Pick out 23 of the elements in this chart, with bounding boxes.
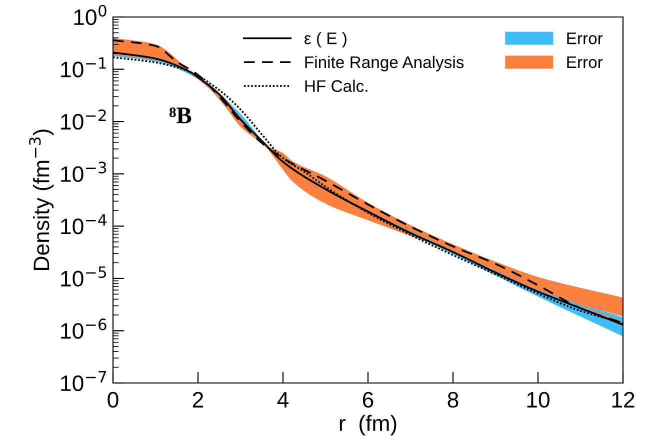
y-tick-label: 10$^{−7}$ [61, 371, 106, 392]
legend-label: ε ( E ) [304, 32, 346, 48]
x-tick-label: 12 [612, 392, 634, 408]
y-tick-label: 10$^{−6}$ [61, 318, 106, 339]
x-tick-label: 0 [108, 392, 118, 408]
y-tick-label: 10$^{−1}$ [61, 57, 106, 78]
x-tick-label: 6 [362, 392, 374, 408]
x-tick-label: 2 [192, 392, 204, 408]
legend-label: Error [567, 32, 603, 44]
y-tick-label: 10$^{−2}$ [61, 109, 106, 130]
y-tick-label: 10$^{0}$ [74, 4, 106, 26]
x-tick-label: 4 [277, 392, 289, 408]
y-tick-label: 10$^{−3}$ [61, 162, 106, 182]
x-tick-label: 10 [527, 392, 550, 408]
legend-label: HF Calc. [305, 80, 368, 92]
y-tick-label: 10$^{−4}$ [61, 214, 106, 234]
legend-label: Finite Range Analysis [305, 56, 464, 72]
x-tick-label: 8 [448, 392, 458, 408]
legend-label: Error [567, 56, 603, 68]
y-tick-label: 10$^{−5}$ [61, 266, 106, 287]
annotation: ⁸B [169, 108, 192, 124]
y-axis-title: Density (fm$^{−3}$) [29, 130, 54, 270]
x-axis-title: r (fm) [340, 414, 396, 436]
